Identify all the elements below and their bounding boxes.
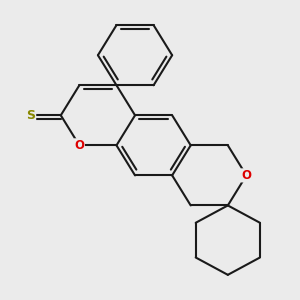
- Text: O: O: [242, 169, 251, 182]
- Text: S: S: [27, 109, 36, 122]
- Text: O: O: [74, 139, 84, 152]
